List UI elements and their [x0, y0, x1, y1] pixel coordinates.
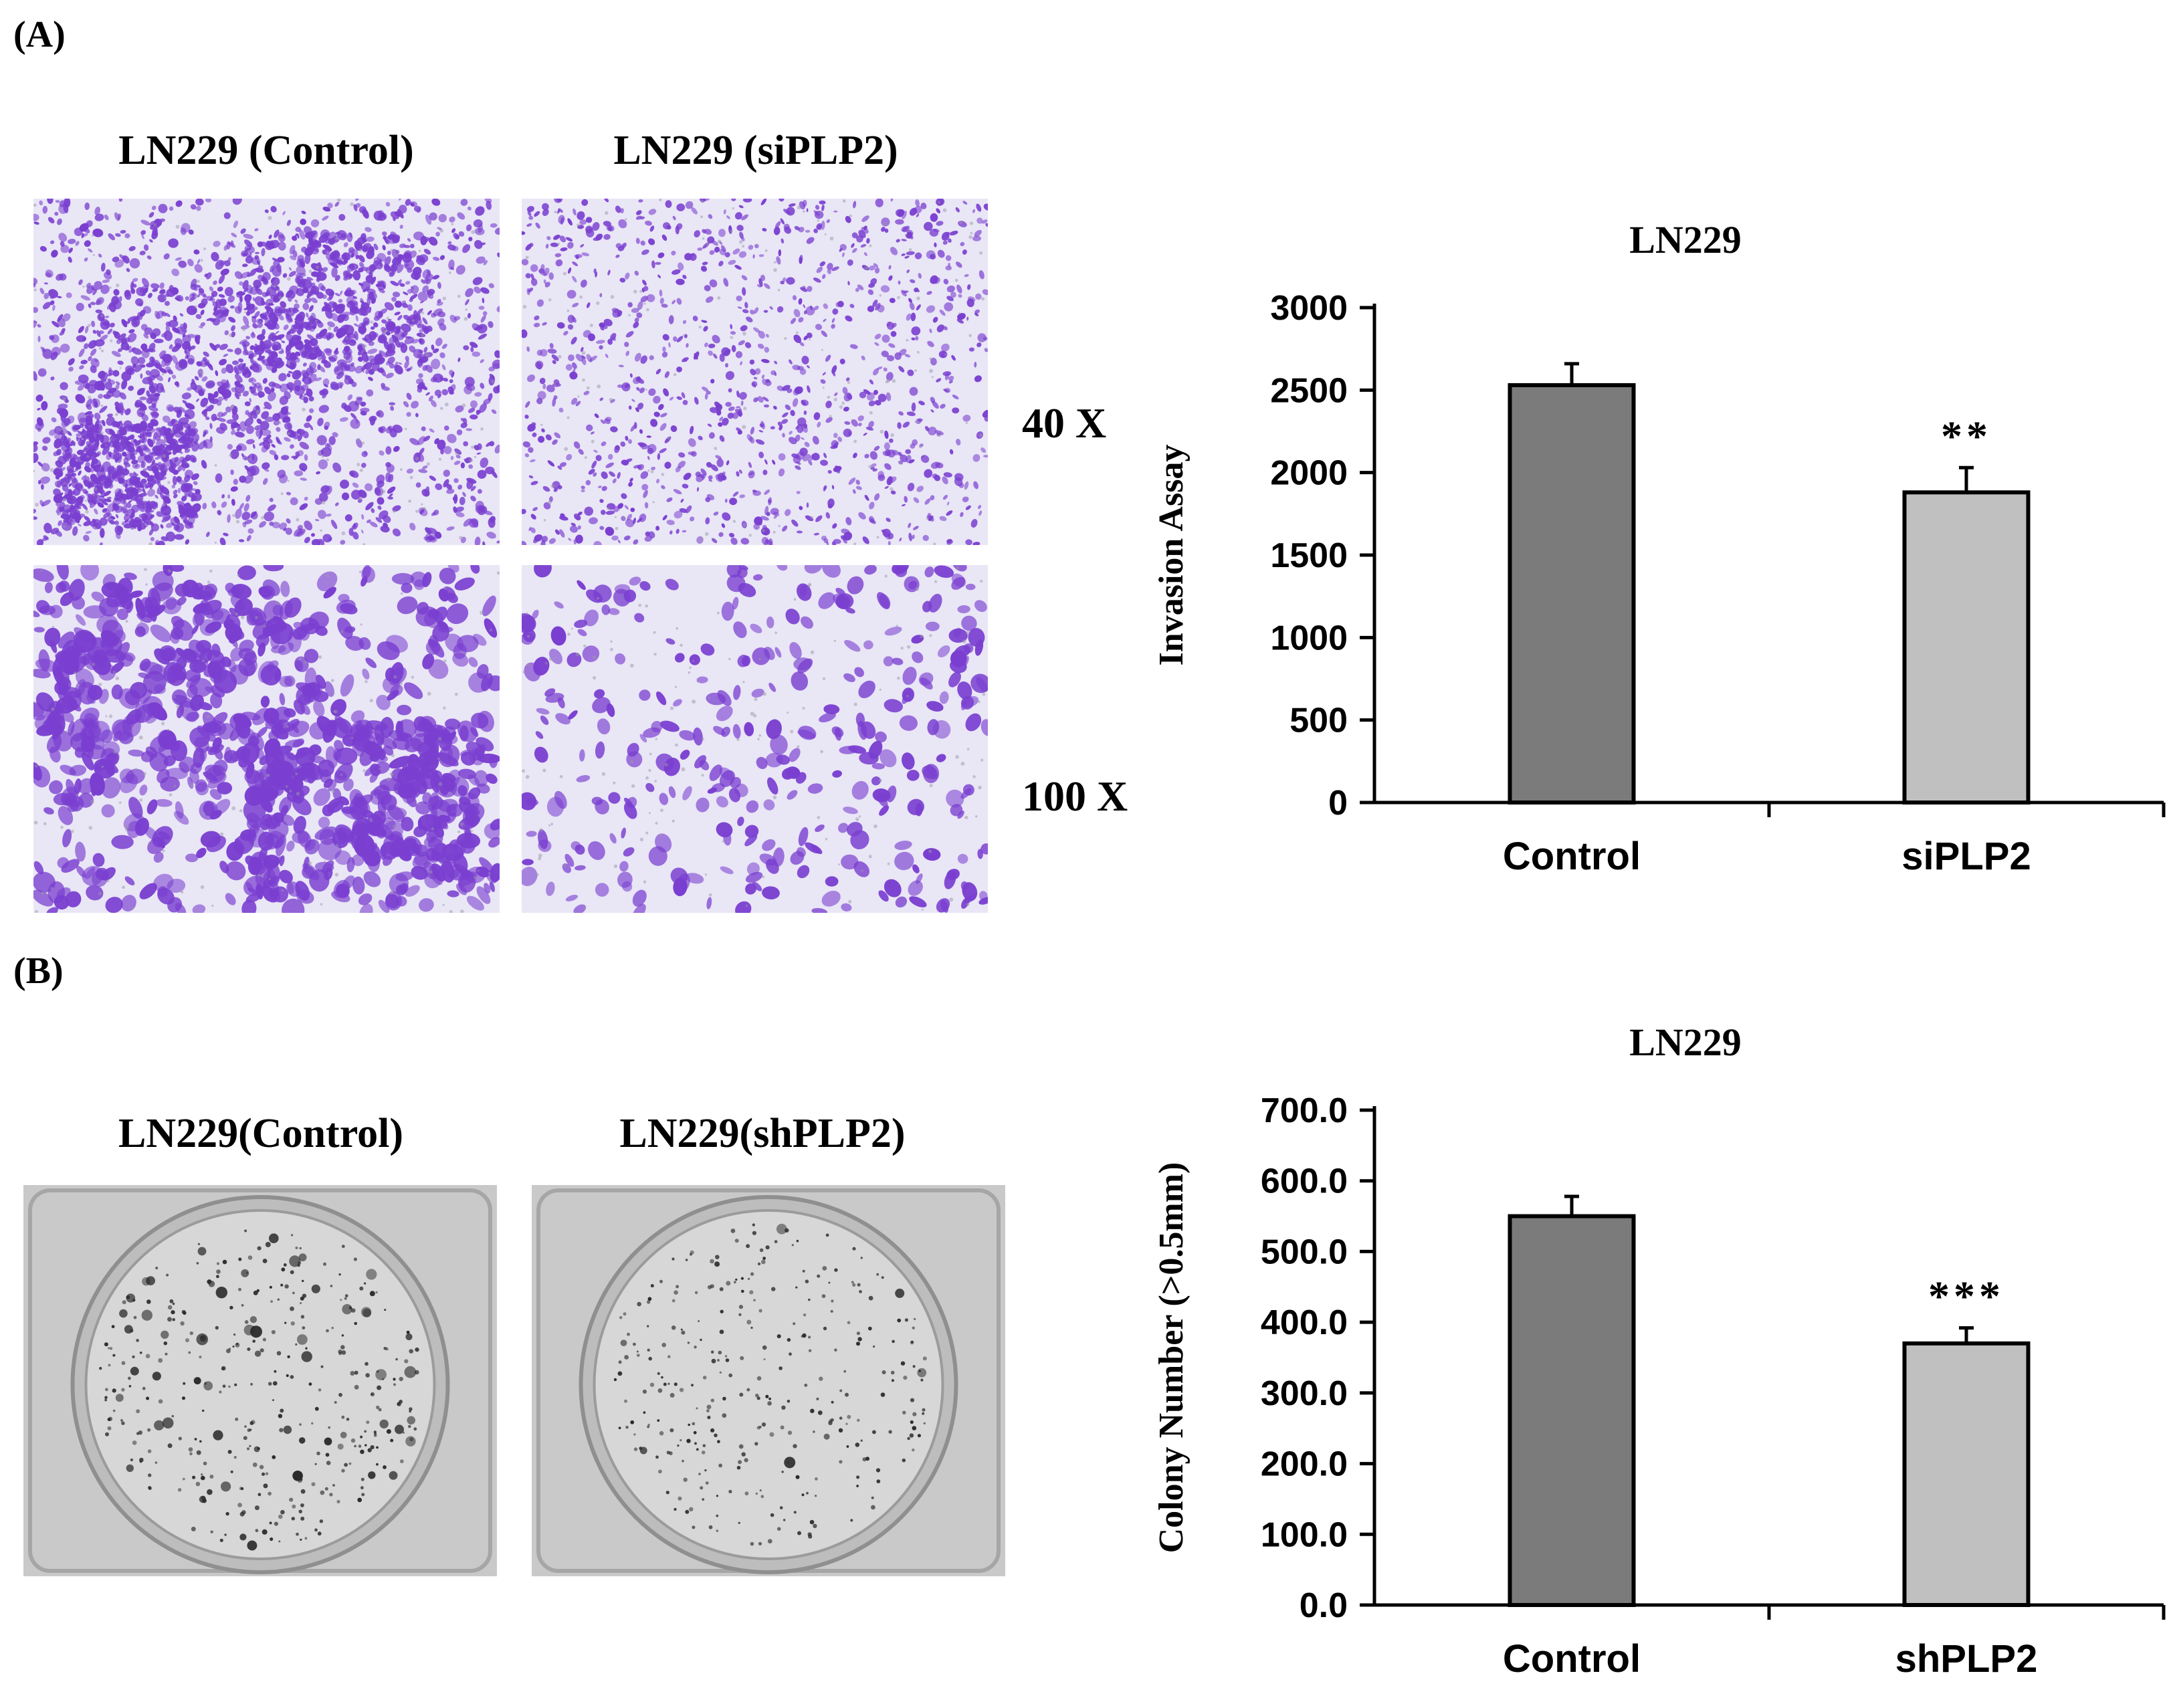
- micrograph-control-40x-image: [33, 199, 500, 545]
- colony-y-tick-label: 300.0: [1261, 1374, 1348, 1413]
- invasion-y-tick-label: 1500: [1270, 536, 1348, 575]
- panel-a-letter: (A): [13, 14, 66, 56]
- colony-chart-svg: LN229 Colony Number (>0.5mm) 0.0 100.0 200.0…: [1152, 1021, 2166, 1681]
- magnification-40x: 40 X: [1022, 399, 1107, 447]
- colony-y-tick-label: 600.0: [1261, 1162, 1348, 1201]
- colony-y-axis-label: Colony Number (>0.5mm): [1152, 1162, 1191, 1554]
- micrograph-control-100x-image: [33, 565, 500, 913]
- micrograph-label-control: LN229 (Control): [118, 128, 414, 173]
- micrograph-siplp2-100x-image: [522, 565, 988, 913]
- colony-bar-1: [1902, 1341, 2031, 1607]
- well-surface: [84, 1209, 436, 1560]
- membrane-pores: [522, 566, 986, 911]
- colony-category-label-0: Control: [1503, 1637, 1641, 1681]
- invasion-y-tick-label: 0: [1328, 784, 1348, 823]
- colonies: [99, 1229, 419, 1551]
- micrograph-control-40x: [33, 199, 500, 545]
- invasion-significance-1: **: [1941, 412, 1992, 459]
- colony-title: LN229: [1629, 1021, 1742, 1064]
- invasion-bar-0: [1508, 383, 1636, 805]
- invasion-chart-svg: LN229 Invasion Assay 0 500 1000 1500 2000 2500 3…: [1152, 218, 2166, 878]
- stained-cells: [522, 199, 988, 545]
- colony-y-tick-label: 200.0: [1261, 1445, 1348, 1484]
- colony-y-tick-label: 700.0: [1261, 1091, 1348, 1130]
- invasion-y-tick-label: 2000: [1270, 454, 1348, 493]
- invasion-y-tick-label: 1000: [1270, 619, 1348, 657]
- stained-cells: [33, 199, 500, 545]
- micrograph-siplp2-40x: [522, 199, 988, 545]
- invasion-y-tick-label: 2500: [1270, 371, 1348, 410]
- colony-chart: LN229 Colony Number (>0.5mm) 0.0 100.0 200.0…: [1124, 1003, 2167, 1705]
- invasion-chart: LN229 Invasion Assay 0 500 1000 1500 2000 2500 3…: [1124, 201, 2167, 903]
- colony-significance-1: ***: [1928, 1273, 2004, 1320]
- colony-bar-0: [1508, 1214, 1636, 1608]
- panel-b-letter: (B): [13, 950, 64, 992]
- membrane-pores: [33, 199, 494, 545]
- dish-label-shplp2: LN229(shPLP2): [619, 1111, 906, 1156]
- micrograph-siplp2-40x-image: [522, 199, 988, 545]
- stained-cells: [33, 565, 500, 913]
- colony-y-tick-label: 100.0: [1261, 1515, 1348, 1554]
- membrane-pores: [522, 199, 985, 545]
- dish-label-control: LN229(Control): [118, 1111, 403, 1156]
- colony-y-tick-label: 500.0: [1261, 1233, 1348, 1271]
- invasion-category-label-1: siPLP2: [1901, 835, 2031, 878]
- stained-cells: [522, 565, 988, 913]
- membrane-pores: [33, 568, 500, 913]
- colony-dish-control: [23, 1185, 497, 1576]
- colony-dish-control-image: [23, 1185, 497, 1576]
- invasion-bar-1: [1902, 490, 2031, 805]
- colony-dish-shplp2-image: [532, 1185, 1005, 1576]
- micrograph-control-100x: [33, 565, 500, 913]
- micrograph-label-siplp2: LN229 (siPLP2): [613, 128, 898, 173]
- invasion-category-label-0: Control: [1503, 835, 1641, 878]
- invasion-y-axis-label: Invasion Assay: [1152, 445, 1191, 666]
- invasion-y-tick-label: 3000: [1270, 289, 1348, 328]
- micrograph-siplp2-100x: [522, 565, 988, 913]
- colony-category-label-1: shPLP2: [1895, 1637, 2038, 1681]
- magnification-100x: 100 X: [1022, 772, 1128, 820]
- colony-y-tick-label: 400.0: [1261, 1303, 1348, 1342]
- colony-dish-shplp2: [532, 1185, 1005, 1576]
- invasion-title: LN229: [1629, 218, 1742, 261]
- well-surface: [593, 1209, 944, 1560]
- invasion-y-tick-label: 500: [1289, 702, 1348, 740]
- colony-y-tick-label: 0.0: [1300, 1586, 1348, 1625]
- colonies: [613, 1223, 927, 1546]
